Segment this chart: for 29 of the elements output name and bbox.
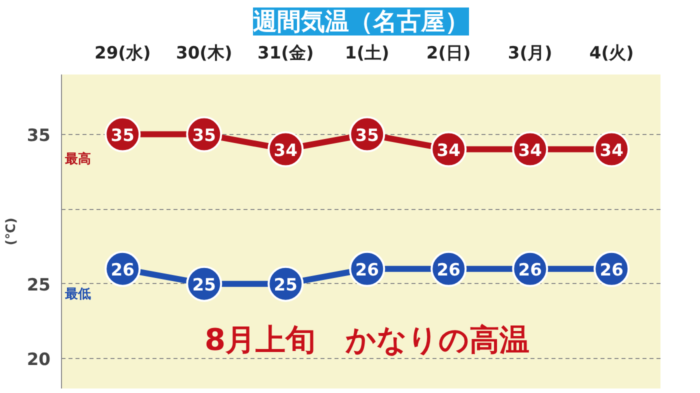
data-label: 25 [192,275,216,296]
annotation: 8月上旬 かなりの高温 [204,323,530,358]
y-tick-label: 35 [26,126,51,146]
x-tick-label: 29(水) [94,44,151,64]
x-tick-label: 3(月) [508,44,552,64]
data-label: 35 [355,126,379,146]
data-label: 26 [600,260,624,280]
data-label: 35 [192,126,216,146]
x-tick-label: 2(日) [426,44,471,64]
x-tick-label: 4(火) [589,44,634,64]
series-label: 最高 [64,151,91,168]
data-label: 26 [355,260,379,280]
y-axis-title: (℃) [4,218,19,246]
data-label: 34 [436,140,461,161]
x-tick-label: 30(木) [176,44,232,64]
series-label: 最低 [64,286,91,302]
data-label: 35 [110,126,134,146]
y-tick-label: 20 [26,350,51,370]
x-tick-label: 1(土) [344,44,390,64]
data-label: 25 [274,275,298,296]
data-label: 26 [518,260,542,280]
data-label: 34 [600,140,624,161]
data-label: 26 [436,260,460,280]
data-label: 26 [110,260,134,280]
data-label: 34 [518,140,542,161]
data-label: 34 [274,140,298,161]
chart-title: 週間気温（名古屋） [253,8,469,36]
y-tick-label: 25 [26,275,51,296]
x-tick-label: 31(金) [258,44,314,64]
